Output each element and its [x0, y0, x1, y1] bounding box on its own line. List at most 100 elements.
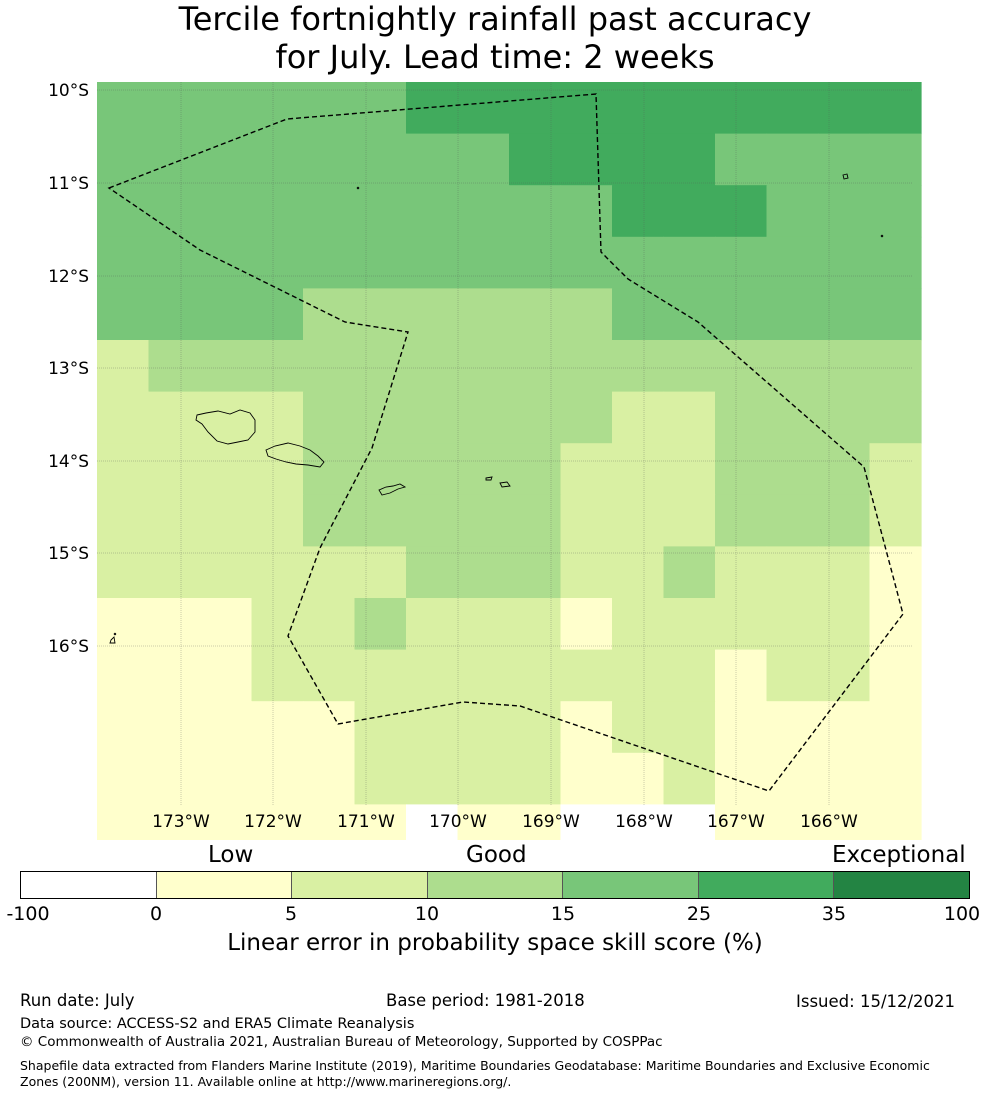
- grid-cell: [560, 494, 613, 547]
- grid-cell: [869, 701, 922, 754]
- grid-cell: [766, 82, 819, 135]
- map-svg: 10°S11°S12°S13°S14°S15°S16°S 173°W 172°W 1…: [48, 81, 922, 857]
- longitude-labels: 173°W 172°W 171°W 170°W 169°W 168°W 167°W 166°W: [152, 812, 858, 832]
- land-outlines: [109, 173, 884, 644]
- legend-category-exceptional: Exceptional: [832, 842, 966, 868]
- grid-cell: [200, 546, 253, 599]
- grid-cell: [818, 752, 871, 805]
- grid-cell: [251, 752, 304, 805]
- grid-cell: [406, 236, 459, 289]
- longitude-label: 166°W: [800, 812, 858, 832]
- grid-cell: [663, 649, 716, 702]
- grid-cell: [509, 598, 562, 651]
- grid-cell: [200, 391, 253, 444]
- grid-cell: [303, 185, 356, 238]
- legend-tick-label: 35: [821, 903, 847, 925]
- grid-cell: [148, 288, 201, 341]
- grid-cell: [612, 546, 665, 599]
- grid-cell: [200, 185, 253, 238]
- grid-cell: [148, 649, 201, 702]
- grid-cell: [715, 185, 768, 238]
- legend-swatch: [427, 872, 564, 898]
- grid-cell: [663, 701, 716, 754]
- grid-cell: [818, 649, 871, 702]
- grid-cell: [354, 494, 407, 547]
- grid-cell: [560, 701, 613, 754]
- grid-cell: [406, 288, 459, 341]
- grid-cell: [509, 752, 562, 805]
- grid-cell: [663, 546, 716, 599]
- grid-cell: [818, 288, 871, 341]
- legend-axis-label: Linear error in probability space skill …: [227, 930, 763, 956]
- grid-cell: [663, 288, 716, 341]
- grid-cell: [766, 598, 819, 651]
- grid-cell: [148, 701, 201, 754]
- grid-cell: [715, 288, 768, 341]
- grid-cell: [251, 133, 304, 186]
- grid-cell: [509, 443, 562, 496]
- island-tutuila: [378, 483, 407, 496]
- legend-tick-label: 25: [686, 903, 712, 925]
- grid-cell: [406, 133, 459, 186]
- legend-category-good: Good: [466, 842, 527, 868]
- grid-cell: [457, 701, 510, 754]
- grid-cell: [509, 546, 562, 599]
- grid-cell: [97, 546, 150, 599]
- grid-cell: [612, 752, 665, 805]
- grid-cell: [200, 236, 253, 289]
- grid-cell: [406, 82, 459, 135]
- shapefile-credit: Shapefile data extracted from Flanders M…: [20, 1058, 930, 1089]
- map-title: Tercile fortnightly rainfall past accura…: [0, 0, 990, 76]
- grid-cell: [200, 752, 253, 805]
- grid-cell: [818, 443, 871, 496]
- grid-cell: [663, 185, 716, 238]
- grid-cell: [97, 443, 150, 496]
- grid-cell: [148, 546, 201, 599]
- grid-cell: [251, 288, 304, 341]
- grid-cell: [869, 133, 922, 186]
- grid-cell: [406, 340, 459, 393]
- map-area: 10°S 11°S 12°S 13°S 14°S 15°S 16°S 173°W 172°W 1…: [48, 81, 922, 857]
- grid-cell: [766, 649, 819, 702]
- grid-cell: [612, 288, 665, 341]
- title-line-2: for July. Lead time: 2 weeks: [275, 38, 715, 76]
- grid-cell: [715, 701, 768, 754]
- grid-cell: [97, 752, 150, 805]
- grid-cell: [560, 752, 613, 805]
- grid-cell: [560, 443, 613, 496]
- grid-cell: [251, 701, 304, 754]
- grid-cell: [97, 494, 150, 547]
- grid-cell: [148, 236, 201, 289]
- grid-cell: [200, 598, 253, 651]
- grid-cell: [406, 701, 459, 754]
- grid-cell: [560, 133, 613, 186]
- grid-cell: [457, 752, 510, 805]
- grid-cell: [818, 598, 871, 651]
- grid-cell: [251, 82, 304, 135]
- grid-cell: [715, 133, 768, 186]
- grid-cell: [457, 82, 510, 135]
- grid-cell: [663, 133, 716, 186]
- latitude-label: 11°S: [48, 174, 89, 194]
- grid-cell: [97, 598, 150, 651]
- island-rose: [109, 636, 116, 644]
- grid-cell: [509, 288, 562, 341]
- grid-cell: [354, 752, 407, 805]
- grid-cell: [715, 752, 768, 805]
- copyright: © Commonwealth of Australia 2021, Austra…: [20, 1034, 663, 1050]
- legend-swatch: [21, 872, 157, 898]
- grid-cell: [303, 546, 356, 599]
- grid-cell: [818, 494, 871, 547]
- legend-tick-label: 15: [550, 903, 576, 925]
- grid-cell: [406, 391, 459, 444]
- grid-cell: [457, 649, 510, 702]
- grid-cell: [869, 82, 922, 135]
- grid-cell: [612, 701, 665, 754]
- run-date: Run date: July: [20, 991, 135, 1010]
- grid-cell: [200, 133, 253, 186]
- grid-cell: [97, 133, 150, 186]
- grid-cell: [663, 82, 716, 135]
- grid-cell: [406, 649, 459, 702]
- grid-cell: [560, 598, 613, 651]
- grid-cell: [766, 752, 819, 805]
